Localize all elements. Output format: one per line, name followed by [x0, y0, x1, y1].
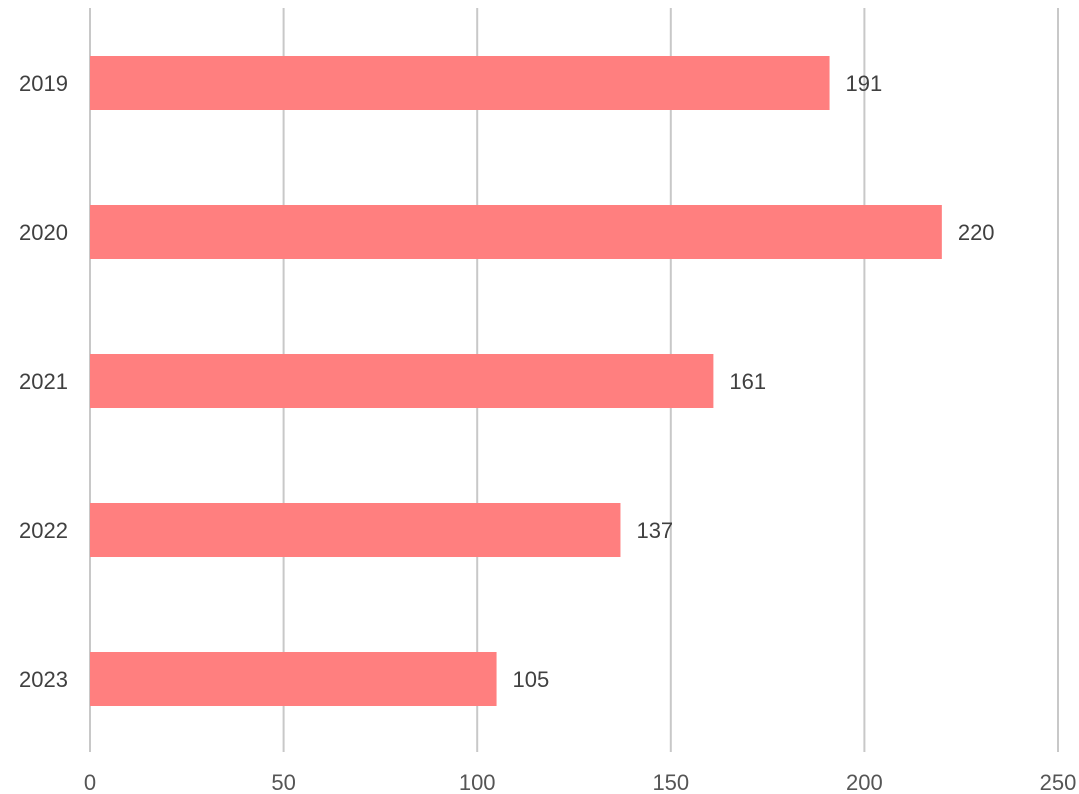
- category-label-2023: 2023: [19, 667, 68, 692]
- category-labels: 2019 2020 2021 2022 2023: [19, 71, 68, 692]
- bar-2022: [90, 503, 621, 557]
- x-tick-label-0: 0: [84, 770, 96, 794]
- bar-2021: [90, 354, 714, 408]
- x-tick-label-100: 100: [459, 770, 496, 794]
- category-label-2022: 2022: [19, 518, 68, 543]
- category-label-2021: 2021: [19, 369, 68, 394]
- value-label-2021: 161: [729, 369, 766, 394]
- x-tick-label-200: 200: [846, 770, 883, 794]
- x-tick-label-50: 50: [271, 770, 295, 794]
- x-tick-label-250: 250: [1040, 770, 1077, 794]
- bar-2023: [90, 652, 497, 706]
- value-label-2022: 137: [636, 518, 673, 543]
- bar-2020: [90, 205, 942, 259]
- value-label-2023: 105: [513, 667, 550, 692]
- bar-2019: [90, 56, 830, 110]
- x-tick-label-150: 150: [652, 770, 689, 794]
- bars: [90, 56, 942, 706]
- category-label-2020: 2020: [19, 220, 68, 245]
- value-labels: 191 220 161 137 105: [513, 71, 995, 692]
- x-tick-labels: 0 50 100 150 200 250: [84, 770, 1076, 794]
- category-label-2019: 2019: [19, 71, 68, 96]
- value-label-2019: 191: [846, 71, 883, 96]
- value-label-2020: 220: [958, 220, 995, 245]
